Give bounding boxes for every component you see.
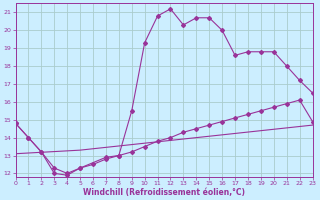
X-axis label: Windchill (Refroidissement éolien,°C): Windchill (Refroidissement éolien,°C) (83, 188, 245, 197)
